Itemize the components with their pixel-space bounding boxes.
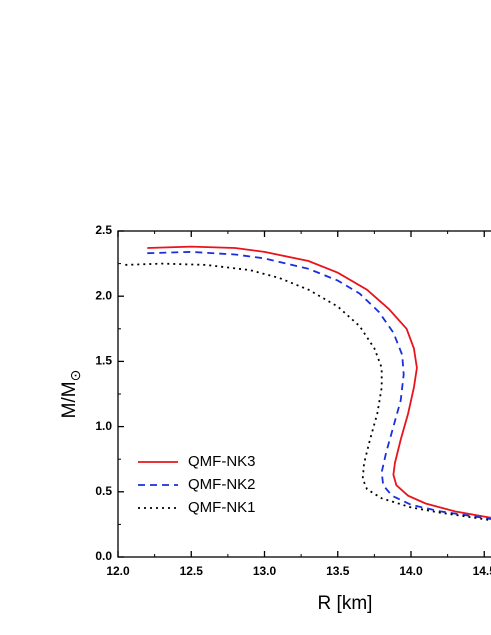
y-tick-label: 1.0 xyxy=(95,419,112,433)
y-tick-label: 1.5 xyxy=(95,354,112,368)
x-tick-label: 12.5 xyxy=(180,564,204,578)
y-tick-label: 2.5 xyxy=(95,223,112,237)
x-tick-label: 14.5 xyxy=(473,564,491,578)
x-axis-label: R [km] xyxy=(318,593,373,614)
legend-label: QMF-NK1 xyxy=(188,499,256,516)
x-tick-label: 13.5 xyxy=(326,564,350,578)
x-tick-label: 12.0 xyxy=(106,564,130,578)
y-tick-label: 0.5 xyxy=(95,484,112,498)
x-tick-label: 13.0 xyxy=(253,564,277,578)
x-tick-label: 14.0 xyxy=(399,564,423,578)
plot-frame xyxy=(117,230,491,558)
series-line xyxy=(147,245,491,519)
y-axis-label-main: M/M xyxy=(59,381,80,418)
series-line xyxy=(125,262,491,522)
series-line xyxy=(147,250,491,521)
y-tick-label: 0.0 xyxy=(95,549,112,563)
y-axis-label: M/M⊙ xyxy=(59,370,83,419)
legend-label: QMF-NK2 xyxy=(188,476,256,493)
legend-label: QMF-NK3 xyxy=(188,453,256,470)
y-axis-label-subscript: ⊙ xyxy=(67,370,83,382)
y-tick-label: 2.0 xyxy=(95,288,112,302)
